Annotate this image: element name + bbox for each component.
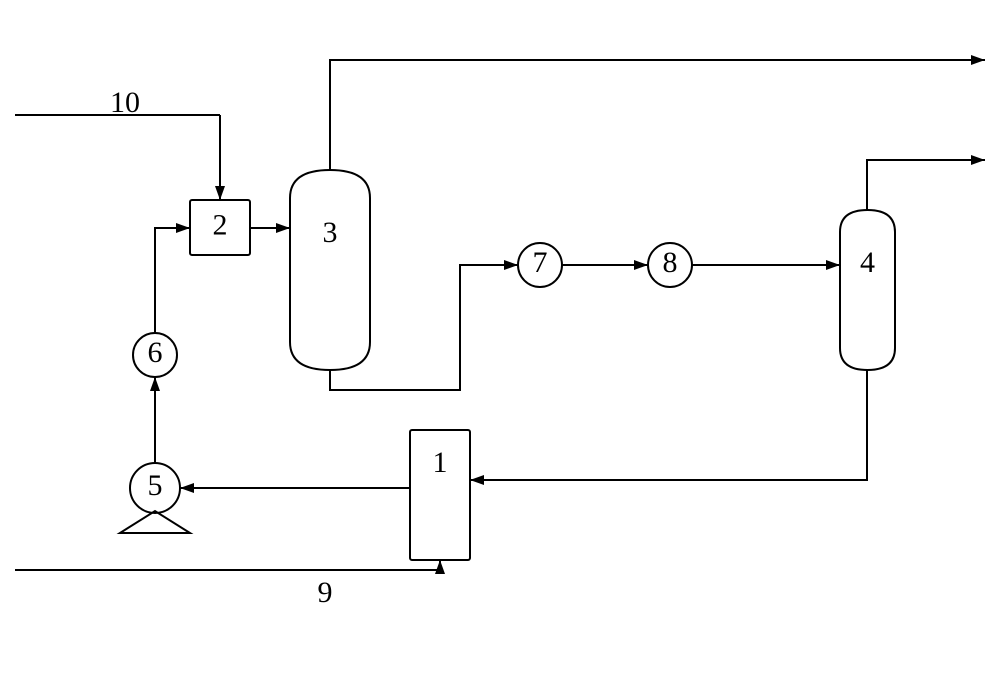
node-circ6-label: 6	[148, 336, 163, 369]
arrow-head-icon	[826, 260, 840, 270]
node-tank1-label: 1	[433, 446, 448, 479]
arrow-head-icon	[150, 377, 160, 391]
arrow-head-icon	[276, 223, 290, 233]
edge-e_col3_top_out	[330, 60, 985, 170]
node-column4-label: 4	[860, 246, 875, 279]
node-circ7-label: 7	[533, 246, 548, 279]
node-mixer2-label: 2	[213, 208, 228, 241]
arrow-head-icon	[435, 560, 445, 574]
node-column3	[290, 170, 370, 370]
arrow-head-icon	[971, 155, 985, 165]
edge-e_in9	[15, 560, 440, 570]
edge-e_4_top_out	[867, 160, 985, 210]
arrow-head-icon	[470, 475, 484, 485]
node-column4	[840, 210, 895, 370]
arrow-head-icon	[504, 260, 518, 270]
node-label9: 9	[318, 576, 333, 609]
edge-e_4_to_1	[470, 370, 867, 480]
arrow-head-icon	[971, 55, 985, 65]
node-circ8-label: 8	[663, 246, 678, 279]
node-label10: 10	[110, 86, 140, 119]
edge-e_6_to_2	[155, 228, 190, 333]
arrow-head-icon	[634, 260, 648, 270]
node-column3-label: 3	[323, 216, 338, 249]
arrow-head-icon	[215, 186, 225, 200]
node-pump5-base	[120, 511, 190, 533]
arrow-head-icon	[180, 483, 194, 493]
arrow-head-icon	[176, 223, 190, 233]
node-pump5-label: 5	[148, 469, 163, 502]
